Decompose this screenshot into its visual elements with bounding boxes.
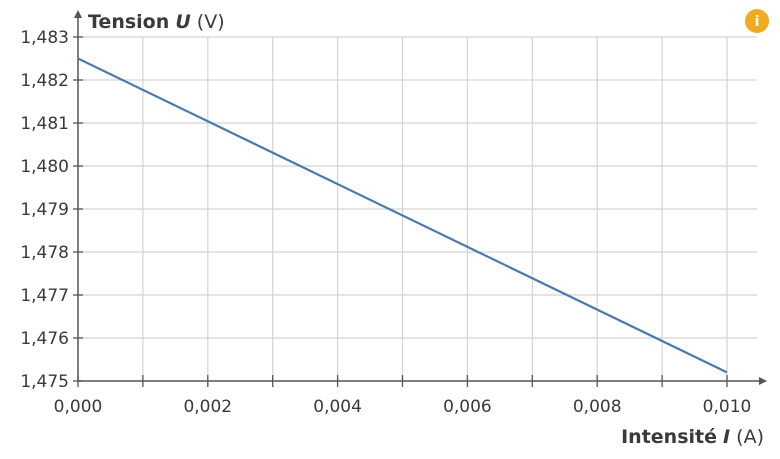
- axes: [74, 10, 767, 385]
- y-tick-label: 1,481: [20, 114, 69, 134]
- y-tick-label: 1,476: [20, 329, 69, 349]
- x-axis-title: Intensité I (A): [621, 426, 764, 448]
- y-axis-name: Tension: [88, 11, 169, 33]
- x-tick-label: 0,010: [703, 397, 752, 417]
- x-ticks: 0,000 0,002 0,004 0,006 0,008 0,010: [54, 375, 752, 417]
- y-axis-symbol: U: [175, 11, 191, 33]
- info-icon-glyph: i: [755, 14, 760, 30]
- y-ticks: 1,475 1,476 1,477 1,478 1,479 1,480 1,481 1,482…: [20, 28, 83, 392]
- x-tick-label: 0,002: [183, 397, 232, 417]
- y-axis-title: Tension U (V): [88, 11, 225, 33]
- y-tick-label: 1,483: [20, 28, 69, 48]
- x-axis-name: Intensité: [621, 426, 717, 448]
- grid: [78, 36, 757, 381]
- x-axis-arrow: [759, 377, 767, 385]
- y-axis-unit: (V): [197, 11, 225, 33]
- y-tick-label: 1,479: [20, 200, 69, 220]
- x-tick-label: 0,006: [443, 397, 492, 417]
- y-tick-label: 1,475: [20, 372, 69, 392]
- series: [77, 57, 728, 374]
- y-tick-label: 1,477: [20, 286, 69, 306]
- info-icon[interactable]: i: [745, 9, 769, 33]
- series-line: [77, 57, 728, 374]
- y-tick-label: 1,480: [20, 157, 69, 177]
- y-axis-arrow: [74, 10, 82, 18]
- x-tick-label: 0,004: [313, 397, 362, 417]
- y-tick-label: 1,482: [20, 71, 69, 91]
- x-tick-label: 0,000: [54, 397, 103, 417]
- x-axis-unit: (A): [736, 426, 764, 448]
- info-icon-circle[interactable]: [745, 9, 769, 33]
- y-tick-label: 1,478: [20, 243, 69, 263]
- x-axis-symbol: I: [723, 426, 730, 448]
- x-tick-label: 0,008: [573, 397, 622, 417]
